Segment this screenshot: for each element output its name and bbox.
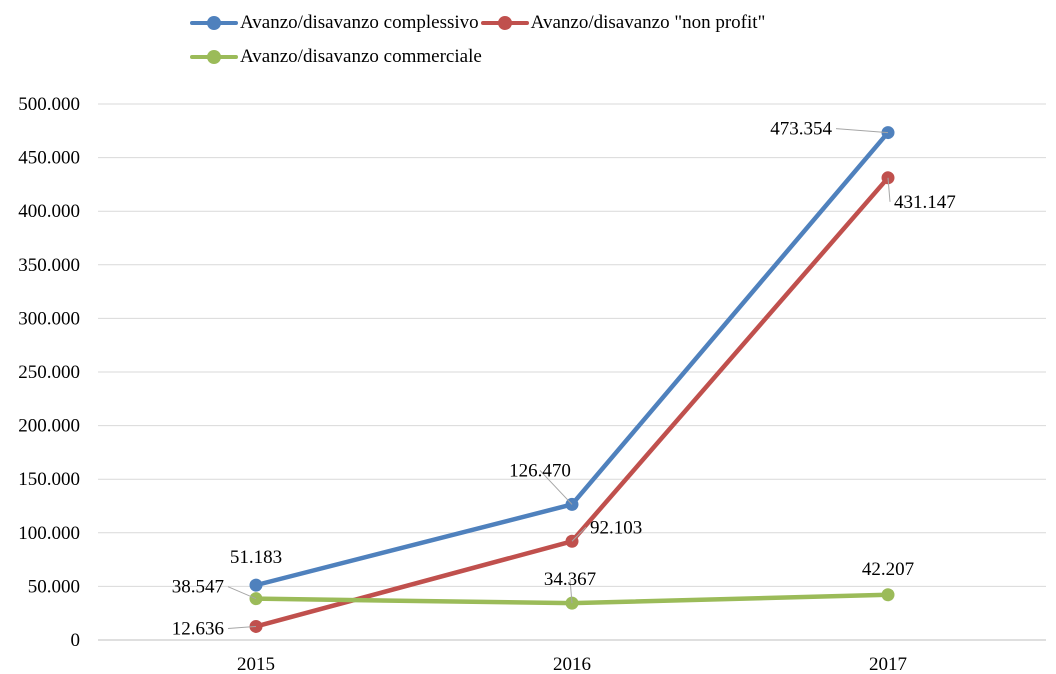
series-lines [249,126,895,633]
y-tick-label: 350.000 [18,255,80,276]
series-line-0 [253,130,891,588]
y-tick-label: 250.000 [18,362,80,383]
x-axis-tick-labels: 2015 2016 2017 [237,654,907,674]
leader-line [539,470,573,505]
legend-swatch-complessivo [190,16,238,30]
data-point [249,619,263,633]
legend-item-commerciale: Avanzo/disavanzo commerciale [190,46,482,68]
y-tick-label: 0 [71,630,81,651]
legend-swatch-commerciale [190,50,238,64]
leader-line [835,128,889,134]
y-tick-label: 50.000 [28,576,80,597]
data-label: 51.183 [230,547,282,568]
data-point [249,578,263,592]
y-tick-label: 500.000 [18,94,80,115]
x-tick-label: 2016 [553,654,591,674]
data-label: 126.470 [509,460,571,481]
y-tick-label: 100.000 [18,523,80,544]
legend-swatch-non-profit [480,16,529,30]
y-tick-label: 450.000 [18,148,80,169]
leader-line [571,526,587,542]
legend-row: Avanzo/disavanzo complessivo Avanzo/disa… [190,6,990,40]
x-tick-label: 2015 [237,654,275,674]
chart-legend: Avanzo/disavanzo complessivo Avanzo/disa… [190,6,990,74]
data-label: 42.207 [862,559,914,580]
gridlines [98,103,1046,641]
y-tick-label: 400.000 [18,201,80,222]
y-tick-label: 150.000 [18,469,80,490]
data-label: 473.354 [770,119,832,140]
legend-row: Avanzo/disavanzo commerciale [190,40,990,74]
y-axis-tick-labels: 0 50.000 100.000 150.000 200.000 250.000 300.0… [18,94,80,651]
data-labels: 51.183 126.470 473.354 12.636 92.103 431.147 3… [172,119,956,640]
legend-item-complessivo: Avanzo/disavanzo complessivo [190,12,479,34]
leader-line [569,579,573,604]
data-label: 12.636 [172,618,224,639]
data-label: 431.147 [894,192,956,213]
y-tick-label: 300.000 [18,308,80,329]
x-tick-label: 2017 [869,654,907,674]
leader-line [227,625,257,629]
legend-label-non-profit: Avanzo/disavanzo "non profit" [530,12,766,33]
leader-line [227,586,257,600]
data-label: 38.547 [172,577,224,598]
legend-label-commerciale: Avanzo/disavanzo commerciale [240,46,482,67]
data-label: 92.103 [590,517,642,538]
legend-item-non-profit: Avanzo/disavanzo "non profit" [480,12,766,34]
legend-label-complessivo: Avanzo/disavanzo complessivo [240,12,479,33]
data-label: 34.367 [544,569,596,590]
leader-line [887,177,891,202]
y-tick-label: 200.000 [18,416,80,437]
data-point [881,588,895,602]
